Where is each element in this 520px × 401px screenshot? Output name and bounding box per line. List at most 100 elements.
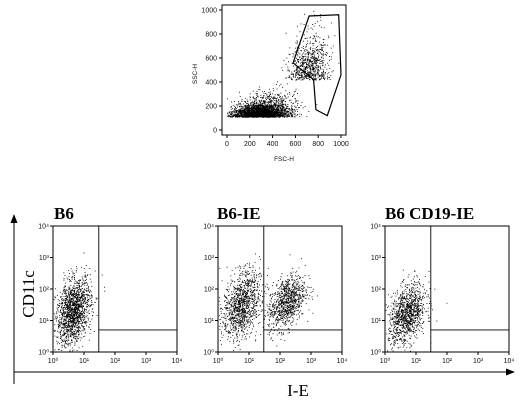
event-dot — [338, 62, 340, 64]
event-dot — [281, 100, 283, 102]
event-dot — [229, 116, 231, 117]
event-dot — [308, 74, 310, 75]
event-dot — [322, 55, 324, 57]
event-dot — [88, 326, 90, 328]
event-dot — [267, 275, 268, 276]
event-dot — [298, 62, 300, 63]
event-dot — [84, 309, 85, 311]
event-dot — [60, 335, 62, 337]
event-dot — [66, 325, 67, 327]
event-dot — [238, 328, 240, 329]
event-dot — [271, 112, 273, 114]
event-dot — [84, 320, 86, 322]
event-dot — [282, 104, 284, 106]
event-dot — [317, 68, 319, 70]
event-dot — [288, 109, 290, 111]
event-dot — [83, 292, 84, 294]
event-dot — [300, 69, 302, 71]
event-dot — [63, 312, 64, 314]
event-dot — [82, 314, 84, 316]
event-dot — [261, 112, 263, 114]
event-dot — [313, 78, 315, 80]
event-dot — [241, 99, 243, 101]
event-dot — [71, 309, 73, 311]
event-dot — [74, 318, 75, 320]
event-dot — [261, 97, 263, 98]
event-dot — [63, 322, 65, 324]
event-dot — [307, 70, 309, 72]
event-dot — [69, 328, 71, 329]
event-dot — [232, 116, 234, 118]
event-dot — [268, 115, 270, 117]
event-dot — [84, 308, 86, 310]
event-dot — [280, 106, 282, 108]
event-dot — [251, 107, 253, 109]
event-dot — [296, 109, 298, 110]
event-dot — [271, 110, 273, 112]
event-dot — [319, 74, 321, 76]
event-dot — [73, 313, 75, 315]
event-dot — [234, 101, 235, 102]
event-dot — [63, 307, 65, 308]
event-dot — [89, 268, 91, 269]
event-dot — [265, 110, 266, 112]
event-dot — [316, 40, 317, 42]
event-dot — [254, 110, 256, 112]
event-dot — [317, 77, 319, 79]
event-dot — [304, 106, 306, 107]
event-dot — [246, 305, 248, 307]
event-dot — [61, 300, 63, 301]
event-dot — [239, 310, 241, 312]
event-dot — [270, 115, 272, 117]
event-dot — [256, 107, 258, 109]
event-dot — [282, 87, 284, 88]
event-dot — [315, 60, 317, 61]
event-dot — [318, 74, 320, 76]
event-dot — [271, 113, 273, 115]
event-dot — [291, 63, 293, 65]
event-dot — [275, 100, 277, 102]
event-dot — [248, 105, 250, 107]
event-dot — [307, 51, 309, 53]
event-dot — [227, 114, 229, 116]
event-dot — [257, 109, 259, 110]
event-dot — [79, 292, 81, 294]
event-dot — [72, 290, 74, 291]
event-dot — [291, 114, 293, 116]
event-dot — [59, 315, 61, 317]
event-dot — [259, 112, 261, 114]
event-dot — [75, 316, 77, 318]
event-dot — [73, 303, 74, 305]
event-dot — [243, 114, 245, 115]
event-dot — [313, 73, 315, 75]
event-dot — [86, 290, 87, 292]
event-dot — [245, 116, 247, 118]
event-dot — [273, 111, 275, 113]
event-dot — [291, 105, 293, 107]
event-dot — [232, 293, 234, 295]
event-dot — [251, 108, 252, 110]
event-dot — [239, 115, 240, 116]
event-dot — [81, 294, 83, 296]
event-dot — [70, 301, 72, 302]
event-dot — [229, 332, 231, 334]
event-dot — [277, 110, 279, 112]
event-dot — [270, 116, 272, 118]
event-dot — [304, 67, 306, 68]
event-dot — [287, 70, 289, 72]
event-dot — [287, 113, 289, 115]
y-tick-label: 1000 — [201, 8, 217, 15]
event-dot — [313, 69, 314, 71]
event-dot — [76, 350, 78, 351]
event-dot — [259, 106, 261, 107]
event-dot — [89, 291, 90, 293]
event-dot — [68, 337, 69, 339]
event-dot — [312, 61, 314, 62]
event-dot — [255, 113, 257, 115]
event-dot — [278, 93, 280, 95]
event-dot — [310, 68, 312, 69]
event-dot — [78, 293, 80, 295]
event-dot — [79, 280, 81, 282]
event-dot — [69, 304, 71, 306]
